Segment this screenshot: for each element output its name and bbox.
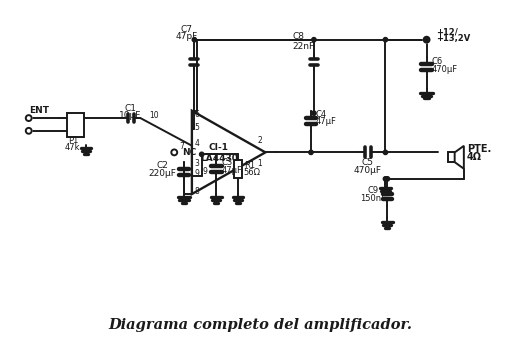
Text: 220μF: 220μF: [149, 169, 177, 179]
Text: ENT: ENT: [29, 106, 49, 115]
Text: 22nF: 22nF: [292, 42, 315, 51]
Bar: [68, 113, 84, 137]
Text: 3: 3: [195, 159, 200, 169]
Text: C8: C8: [292, 32, 304, 41]
Text: C9: C9: [368, 186, 379, 195]
Polygon shape: [454, 146, 464, 169]
Circle shape: [171, 149, 177, 155]
Text: LA4430: LA4430: [200, 154, 238, 163]
Text: 9: 9: [203, 167, 207, 176]
Text: 7: 7: [179, 142, 184, 151]
Text: 4Ω: 4Ω: [467, 152, 482, 162]
Bar: [448, 153, 454, 162]
Text: P1: P1: [68, 136, 78, 145]
Circle shape: [424, 38, 429, 42]
Circle shape: [312, 111, 316, 115]
Text: Diagrama completo del amplificador.: Diagrama completo del amplificador.: [108, 318, 412, 332]
Text: 47μF: 47μF: [316, 118, 337, 127]
Text: CI-1: CI-1: [209, 143, 229, 152]
Text: C6: C6: [432, 57, 443, 66]
Text: R1: R1: [244, 161, 255, 170]
Circle shape: [383, 177, 387, 181]
Circle shape: [26, 115, 32, 121]
Bar: [234, 160, 242, 178]
Text: 10: 10: [149, 111, 159, 120]
Text: C1: C1: [125, 104, 137, 113]
Text: 47μF: 47μF: [222, 166, 242, 174]
Circle shape: [200, 152, 204, 157]
Text: C5: C5: [362, 158, 374, 167]
Text: 5: 5: [195, 122, 200, 132]
Text: 56Ω: 56Ω: [244, 169, 261, 177]
Circle shape: [26, 128, 32, 134]
Circle shape: [383, 38, 387, 42]
Text: 47pF: 47pF: [175, 32, 198, 41]
Circle shape: [383, 150, 387, 155]
Text: 4: 4: [195, 139, 200, 148]
Text: 150nF: 150nF: [360, 194, 386, 203]
Text: PTE.: PTE.: [467, 144, 491, 155]
Text: 470μF: 470μF: [432, 65, 458, 74]
Text: NC: NC: [182, 148, 197, 157]
Text: 470μF: 470μF: [354, 166, 382, 174]
Text: 2: 2: [257, 136, 262, 145]
Text: 47k: 47k: [65, 143, 81, 152]
Text: 8: 8: [195, 187, 200, 196]
Circle shape: [309, 150, 313, 155]
Text: C4: C4: [316, 110, 327, 119]
Text: 1: 1: [257, 159, 262, 168]
Text: 10μF: 10μF: [120, 111, 142, 120]
Text: C2: C2: [157, 161, 168, 170]
Text: +13,2V: +13,2V: [436, 34, 471, 43]
Text: +12/: +12/: [436, 27, 458, 36]
Text: 6: 6: [195, 110, 200, 119]
Polygon shape: [192, 111, 265, 194]
Text: 9: 9: [195, 169, 200, 178]
Circle shape: [192, 38, 197, 42]
Text: C7: C7: [180, 25, 192, 35]
Circle shape: [312, 38, 316, 42]
Circle shape: [424, 37, 430, 43]
Circle shape: [385, 177, 389, 181]
Text: C3: C3: [222, 158, 232, 167]
